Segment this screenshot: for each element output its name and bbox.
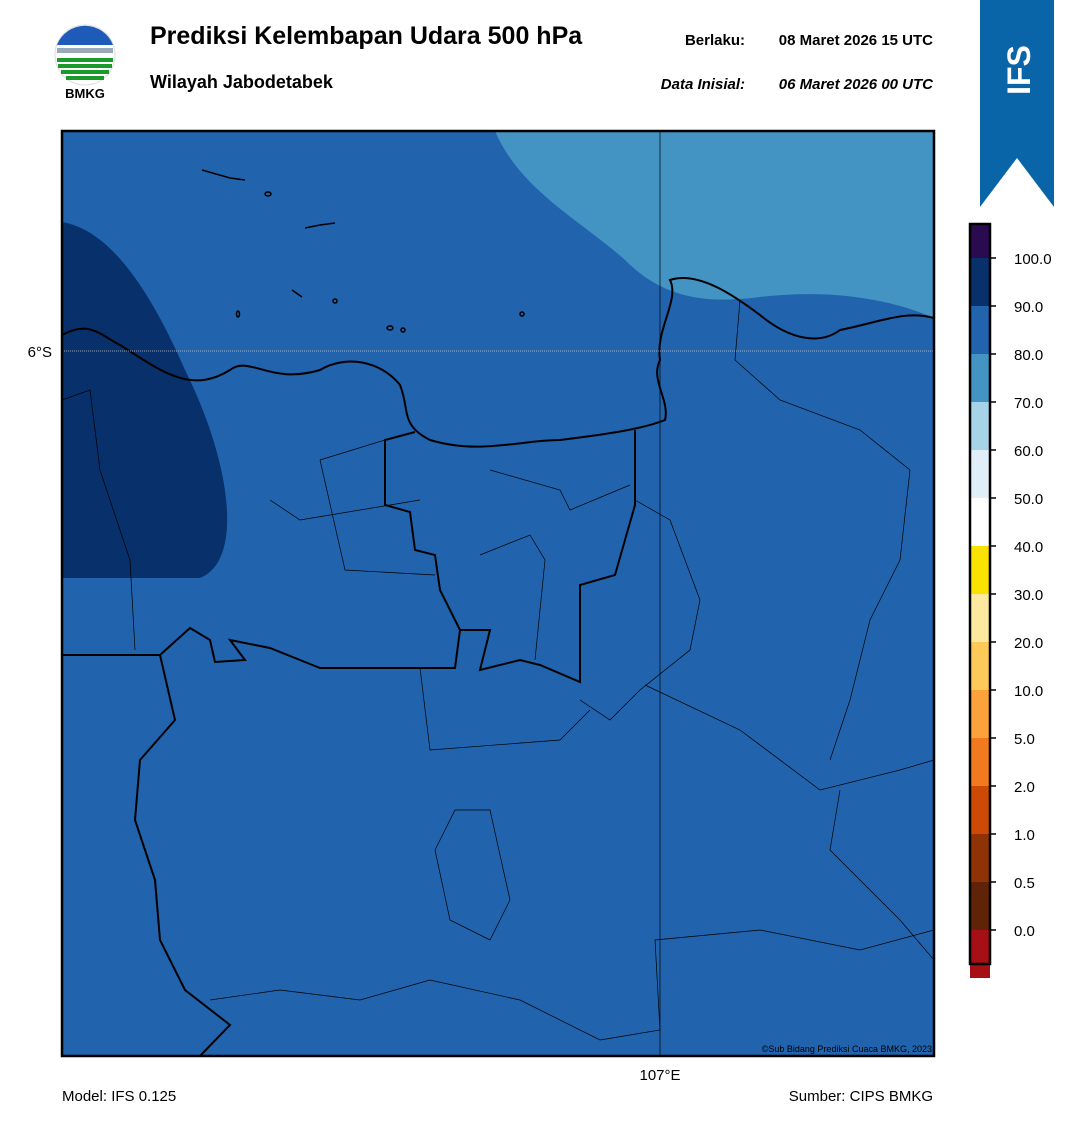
colorbar-frame — [968, 222, 992, 966]
lat-label: 6°S — [28, 344, 52, 361]
colorbar-label: 0.5 — [1014, 875, 1035, 892]
source: Sumber: CIPS BMKG — [789, 1088, 933, 1105]
colorbar-label: 40.0 — [1014, 539, 1043, 556]
model: Model: IFS 0.125 — [62, 1088, 176, 1105]
colorbar-bin — [970, 258, 990, 306]
colorbar-bin — [970, 786, 990, 834]
colorbar-bin — [970, 224, 990, 258]
colorbar-label: 1.0 — [1014, 827, 1035, 844]
colorbar-label: 80.0 — [1014, 347, 1043, 364]
colorbar-bin — [970, 834, 990, 882]
colorbar-bin — [970, 642, 990, 690]
colorbar-bin — [970, 882, 990, 930]
colorbar-label: 0.0 — [1014, 923, 1035, 940]
colorbar-label: 50.0 — [1014, 491, 1043, 508]
colorbar-label: 30.0 — [1014, 587, 1043, 604]
colorbar-bin — [970, 306, 990, 354]
valid-label: Berlaku: — [685, 32, 745, 49]
colorbar: 100.0 90.0 80.0 70.0 60.0 50.0 40.0 30.0 20.0 10.… — [968, 222, 1052, 978]
colorbar-label: 90.0 — [1014, 299, 1043, 316]
valid-value: 08 Maret 2026 15 UTC — [779, 32, 933, 49]
colorbar-label: 5.0 — [1014, 731, 1035, 748]
colorbar-bin — [970, 354, 990, 402]
copyright: ©Sub Bidang Prediksi Cuaca BMKG, 2023 — [762, 1044, 932, 1054]
colorbar-label: 70.0 — [1014, 395, 1043, 412]
colorbar-bin — [970, 738, 990, 786]
badge — [980, 0, 1054, 207]
colorbar-label: 20.0 — [1014, 635, 1043, 652]
colorbar-bin — [970, 546, 990, 594]
colorbar-bin — [970, 450, 990, 498]
badge-text: IFS — [1001, 45, 1037, 95]
colorbar-bin — [970, 930, 990, 978]
subtitle: Wilayah Jabodetabek — [150, 72, 334, 92]
init-value: 06 Maret 2026 00 UTC — [779, 76, 934, 93]
colorbar-bin — [970, 498, 990, 546]
colorbar-label: 2.0 — [1014, 779, 1035, 796]
logo-text: BMKG — [65, 86, 105, 101]
title: Prediksi Kelembapan Udara 500 hPa — [150, 22, 583, 50]
colorbar-bin — [970, 690, 990, 738]
lon-label: 107°E — [639, 1067, 680, 1084]
init-label: Data Inisial: — [661, 76, 745, 93]
colorbar-bin — [970, 402, 990, 450]
colorbar-label: 100.0 — [1014, 251, 1052, 268]
logo: BMKG — [54, 24, 116, 101]
colorbar-label: 60.0 — [1014, 443, 1043, 460]
colorbar-label: 10.0 — [1014, 683, 1043, 700]
colorbar-bin — [970, 594, 990, 642]
map: 6°S 107°E ©Sub Bidang Prediksi Cuaca BMK… — [28, 129, 936, 1084]
